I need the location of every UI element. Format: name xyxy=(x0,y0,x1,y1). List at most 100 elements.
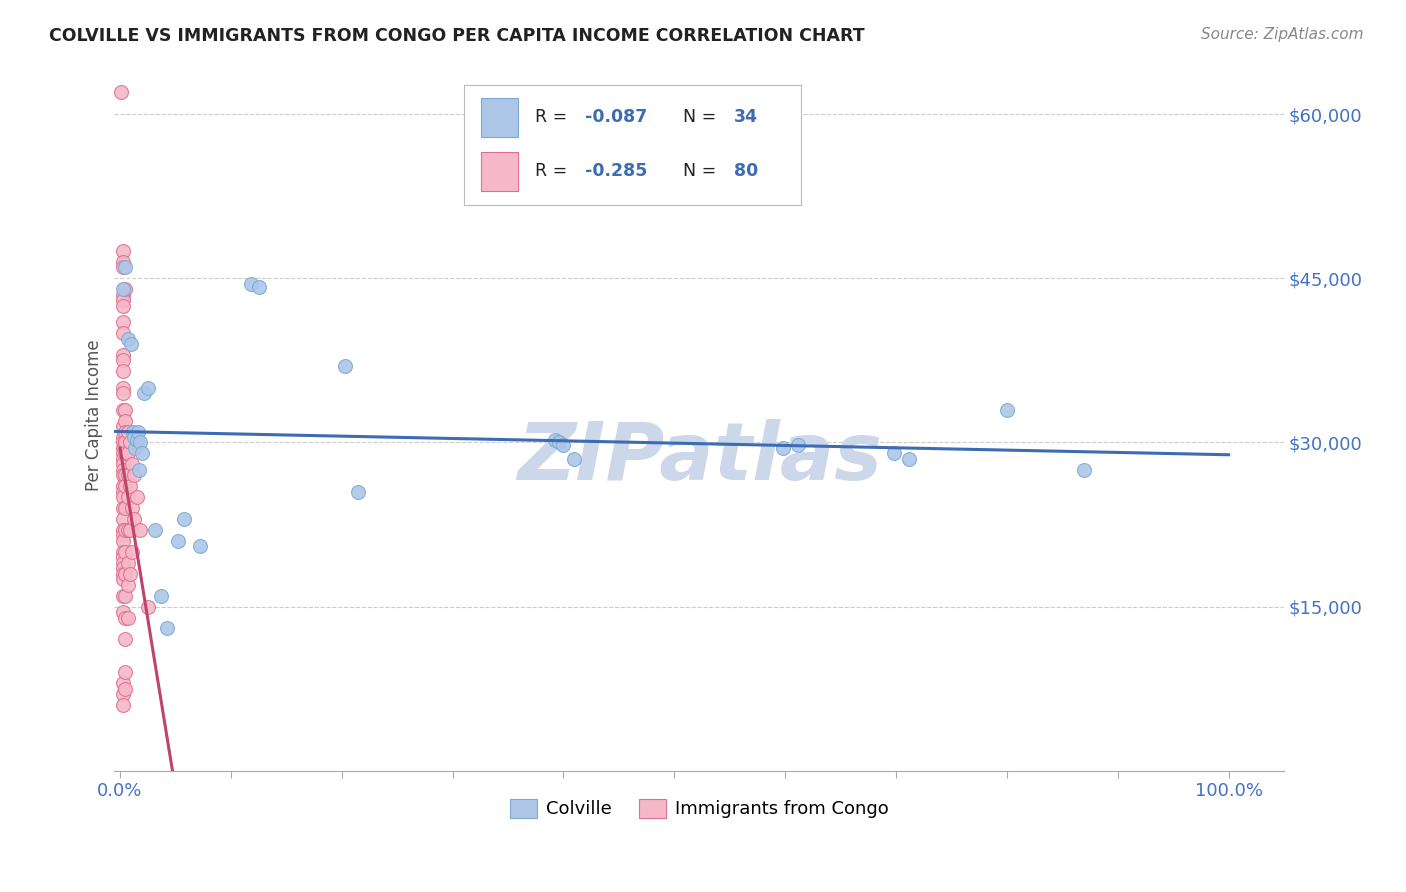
Point xyxy=(112,523,135,537)
Point xyxy=(112,676,135,690)
FancyBboxPatch shape xyxy=(481,153,517,191)
Point xyxy=(112,556,135,570)
Point xyxy=(124,468,146,483)
Y-axis label: Per Capita Income: Per Capita Income xyxy=(86,339,103,491)
Point xyxy=(129,435,152,450)
Point xyxy=(333,359,356,373)
Point xyxy=(127,425,149,439)
Text: -0.087: -0.087 xyxy=(585,108,648,127)
Point xyxy=(117,446,139,460)
Point xyxy=(117,332,139,346)
Point xyxy=(114,610,136,624)
Point xyxy=(117,425,139,439)
Point xyxy=(114,545,136,559)
Point xyxy=(112,533,135,548)
Point xyxy=(114,435,136,450)
Legend: Colville, Immigrants from Congo: Colville, Immigrants from Congo xyxy=(502,792,896,826)
Point xyxy=(118,435,141,450)
Point xyxy=(121,458,143,472)
Point xyxy=(112,353,135,368)
Point xyxy=(112,255,135,269)
Point xyxy=(136,381,159,395)
Point xyxy=(114,282,136,296)
FancyBboxPatch shape xyxy=(481,98,517,136)
Point xyxy=(112,451,135,466)
Point xyxy=(112,299,135,313)
Point xyxy=(112,468,135,483)
Point xyxy=(112,293,135,308)
Point xyxy=(117,468,139,483)
Point xyxy=(118,523,141,537)
Point xyxy=(124,441,146,455)
Point xyxy=(166,533,188,548)
Point xyxy=(112,441,135,455)
Point xyxy=(112,326,135,340)
Text: N =: N = xyxy=(683,108,723,127)
Point xyxy=(124,430,146,444)
Point xyxy=(112,458,135,472)
Point xyxy=(112,315,135,329)
Text: Source: ZipAtlas.com: Source: ZipAtlas.com xyxy=(1201,27,1364,42)
Point xyxy=(121,545,143,559)
Point xyxy=(112,589,135,603)
Point xyxy=(112,572,135,586)
Point xyxy=(117,556,139,570)
Point xyxy=(112,260,135,275)
Point xyxy=(112,479,135,493)
Point xyxy=(112,512,135,526)
Point xyxy=(131,446,153,460)
Point xyxy=(114,402,136,417)
Point xyxy=(112,561,135,575)
Point xyxy=(155,622,177,636)
Point xyxy=(114,479,136,493)
Point xyxy=(883,446,905,460)
Point xyxy=(112,687,135,701)
Point xyxy=(112,348,135,362)
Point xyxy=(114,468,136,483)
Point xyxy=(117,523,139,537)
Point xyxy=(149,589,172,603)
Point xyxy=(239,277,262,291)
Point xyxy=(112,364,135,378)
Point xyxy=(117,490,139,504)
Point xyxy=(787,438,810,452)
Point xyxy=(112,463,135,477)
Point xyxy=(112,282,135,296)
Point xyxy=(112,288,135,302)
Point xyxy=(188,540,211,554)
Point xyxy=(114,446,136,460)
Point xyxy=(110,86,132,100)
Point xyxy=(1073,463,1095,477)
Point xyxy=(112,605,135,619)
Text: ZIPatlas: ZIPatlas xyxy=(517,419,882,497)
Point xyxy=(112,528,135,542)
Point xyxy=(553,438,575,452)
Point xyxy=(112,698,135,712)
Point xyxy=(112,244,135,258)
Point xyxy=(112,545,135,559)
Point xyxy=(112,381,135,395)
Point xyxy=(543,434,565,448)
Text: 34: 34 xyxy=(734,108,758,127)
Text: 80: 80 xyxy=(734,162,758,180)
Point xyxy=(117,578,139,592)
Point xyxy=(112,386,135,401)
Point xyxy=(112,501,135,516)
Point xyxy=(114,501,136,516)
Text: R =: R = xyxy=(534,108,572,127)
Point xyxy=(112,402,135,417)
Point xyxy=(347,484,370,499)
Point xyxy=(114,589,136,603)
Point xyxy=(114,566,136,581)
Text: -0.285: -0.285 xyxy=(585,162,648,180)
Point xyxy=(548,435,571,450)
Point xyxy=(121,501,143,516)
Point xyxy=(118,479,141,493)
Point xyxy=(120,337,142,351)
Point xyxy=(114,681,136,696)
Point xyxy=(173,512,195,526)
Point xyxy=(112,550,135,565)
Point xyxy=(112,566,135,581)
Point xyxy=(114,523,136,537)
Point xyxy=(247,280,270,294)
